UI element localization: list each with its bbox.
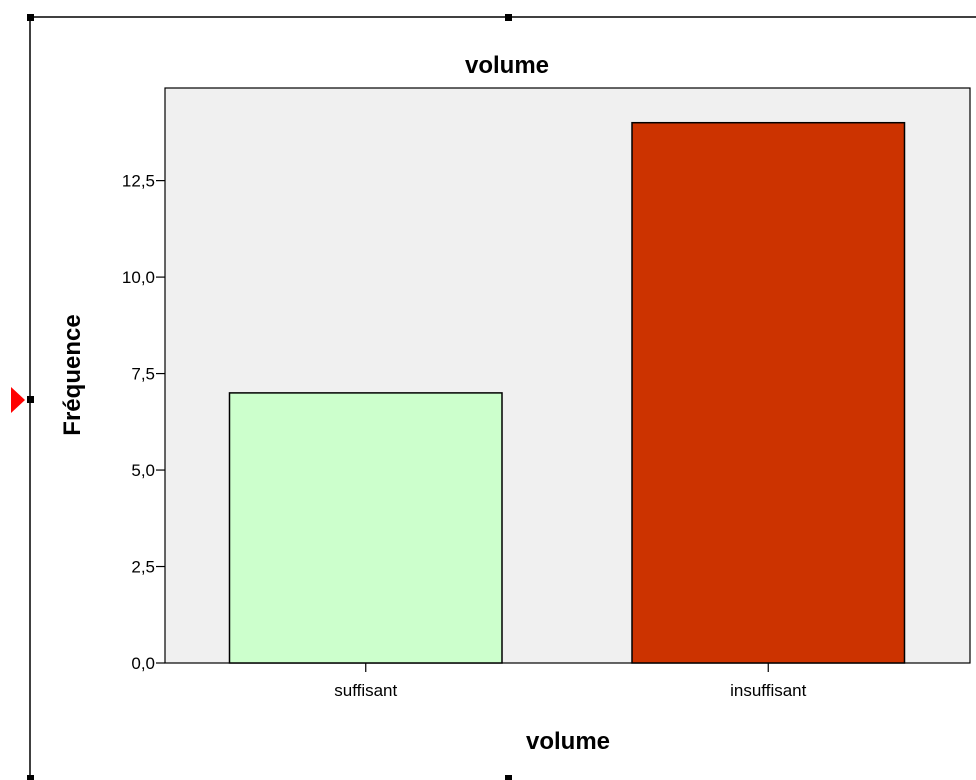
y-tick-label: 12,5 bbox=[122, 172, 155, 191]
x-tick-label-insuffisant: insuffisant bbox=[730, 681, 807, 700]
y-tick-label: 2,5 bbox=[131, 558, 155, 577]
y-tick-label: 10,0 bbox=[122, 268, 155, 287]
y-axis-label: Fréquence bbox=[59, 314, 86, 435]
y-tick-label: 5,0 bbox=[131, 461, 155, 480]
x-tick-label-suffisant: suffisant bbox=[334, 681, 397, 700]
bar-insuffisant[interactable] bbox=[631, 121, 906, 664]
selection-handle-bottom-middle[interactable] bbox=[505, 775, 512, 780]
chart-title: volume bbox=[465, 52, 549, 79]
selection-marker-icon[interactable] bbox=[11, 387, 25, 413]
bar-suffisant[interactable] bbox=[228, 392, 503, 664]
selection-handle-top-middle[interactable] bbox=[505, 14, 512, 21]
y-tick-label: 7,5 bbox=[131, 365, 155, 384]
x-axis: suffisant insuffisant bbox=[334, 663, 807, 700]
selection-handle-left-middle[interactable] bbox=[27, 396, 34, 403]
y-tick-label: 0,0 bbox=[131, 654, 155, 673]
selection-handle-top-left[interactable] bbox=[27, 14, 34, 21]
selection-frame[interactable] bbox=[11, 14, 976, 780]
y-axis: 0,0 2,5 5,0 7,5 10,0 12,5 bbox=[122, 172, 165, 673]
x-axis-label: volume bbox=[526, 728, 610, 755]
selection-handle-bottom-left[interactable] bbox=[27, 775, 34, 780]
bars bbox=[228, 121, 906, 664]
